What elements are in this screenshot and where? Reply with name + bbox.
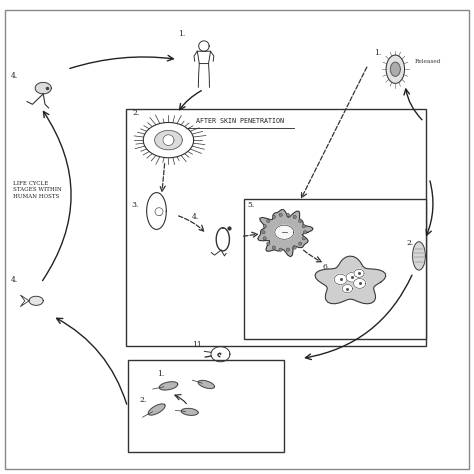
- Text: 1.: 1.: [156, 370, 164, 378]
- Circle shape: [299, 219, 302, 223]
- Circle shape: [155, 208, 163, 216]
- Circle shape: [267, 242, 270, 245]
- Polygon shape: [354, 279, 366, 288]
- Text: Released: Released: [414, 59, 441, 64]
- Polygon shape: [181, 409, 198, 415]
- Circle shape: [303, 231, 307, 234]
- Polygon shape: [29, 296, 43, 305]
- Polygon shape: [342, 284, 353, 293]
- Text: 4.: 4.: [11, 275, 18, 283]
- Polygon shape: [163, 135, 174, 146]
- Circle shape: [267, 219, 270, 223]
- Polygon shape: [346, 273, 358, 282]
- Text: AFTER SKIN PENETRATION: AFTER SKIN PENETRATION: [196, 118, 284, 124]
- Text: 11.: 11.: [192, 341, 204, 349]
- Polygon shape: [354, 269, 364, 277]
- Polygon shape: [275, 225, 294, 239]
- Polygon shape: [159, 382, 178, 390]
- Text: 2.: 2.: [139, 396, 146, 404]
- Circle shape: [263, 225, 266, 228]
- Circle shape: [299, 242, 302, 245]
- Polygon shape: [315, 256, 386, 304]
- Polygon shape: [258, 210, 313, 256]
- Polygon shape: [198, 380, 214, 389]
- Circle shape: [293, 215, 296, 219]
- Circle shape: [302, 225, 305, 228]
- Circle shape: [272, 215, 275, 219]
- Circle shape: [279, 213, 283, 217]
- Text: 5.: 5.: [247, 201, 255, 209]
- Text: 1.: 1.: [178, 30, 185, 38]
- Circle shape: [286, 213, 290, 217]
- Text: 3.: 3.: [132, 201, 139, 209]
- Polygon shape: [386, 55, 404, 83]
- Text: 1.: 1.: [374, 49, 381, 57]
- Circle shape: [286, 248, 290, 251]
- Text: 2.: 2.: [406, 239, 413, 246]
- Polygon shape: [148, 404, 165, 415]
- Bar: [244, 199, 426, 338]
- Text: 4.: 4.: [11, 73, 18, 80]
- Circle shape: [302, 237, 305, 240]
- Circle shape: [263, 237, 266, 240]
- Polygon shape: [334, 274, 347, 284]
- Circle shape: [272, 246, 275, 249]
- Text: 2.: 2.: [132, 109, 139, 117]
- Text: 6.: 6.: [322, 263, 329, 271]
- Bar: [128, 360, 284, 452]
- Polygon shape: [35, 82, 51, 94]
- Polygon shape: [391, 62, 400, 76]
- Polygon shape: [412, 242, 425, 270]
- Polygon shape: [155, 130, 182, 150]
- Circle shape: [293, 246, 296, 249]
- Polygon shape: [146, 192, 166, 229]
- Text: 4.: 4.: [192, 213, 200, 221]
- Circle shape: [262, 231, 265, 234]
- Circle shape: [279, 248, 283, 251]
- Text: LIFE CYCLE
STAGES WITHIN
HUMAN HOSTS: LIFE CYCLE STAGES WITHIN HUMAN HOSTS: [12, 181, 61, 199]
- Bar: [126, 109, 426, 346]
